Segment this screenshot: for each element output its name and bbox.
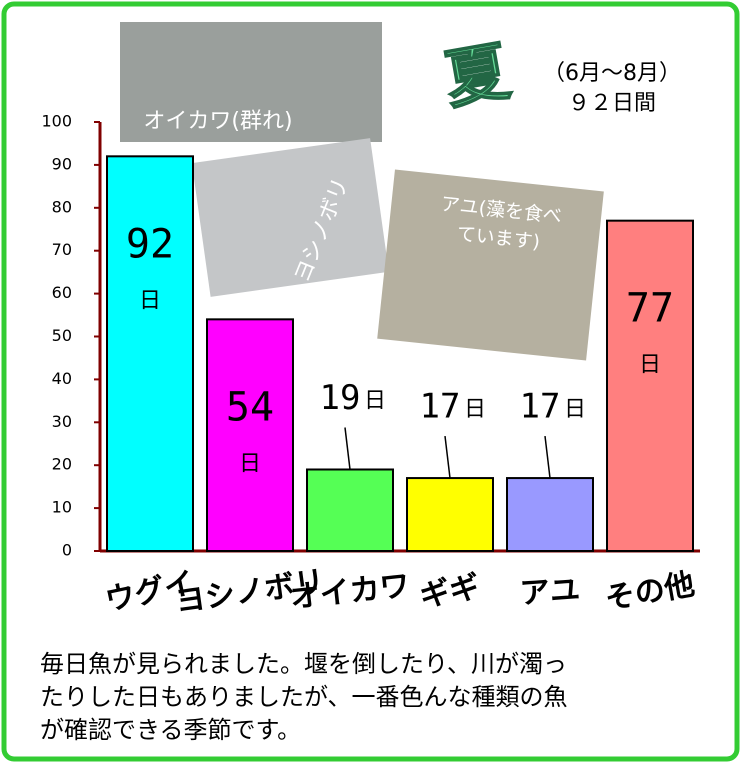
photo-image: [191, 138, 389, 297]
data-label-unit: 日: [464, 397, 486, 422]
y-tick-label: 90: [52, 154, 72, 173]
photo: アユ(藻を食べ ています): [377, 169, 604, 361]
caption-line: が確認できる季節です。: [40, 716, 301, 744]
data-label-unit: 日: [139, 288, 161, 313]
y-tick-label: 20: [52, 455, 72, 474]
data-label-unit: 日: [564, 397, 586, 422]
y-tick-label: 0: [62, 541, 72, 560]
data-label-unit: 日: [239, 451, 261, 476]
bar: [106, 155, 194, 552]
data-label: 92: [126, 221, 174, 267]
season-name: 夏: [439, 34, 516, 118]
leader-line: [344, 427, 351, 470]
bar: [406, 477, 494, 553]
leader-line: [444, 435, 451, 479]
y-tick-label: 10: [52, 498, 72, 517]
bar: [606, 219, 694, 552]
y-tick-label: 80: [52, 197, 72, 216]
y-tick-label: 100: [41, 112, 72, 131]
y-tick-label: 30: [52, 412, 72, 431]
data-label: 19: [320, 378, 361, 418]
photo-label: オイカワ(群れ): [143, 109, 292, 134]
x-tick-label: アユ: [519, 572, 581, 611]
data-label-unit: 日: [639, 353, 661, 378]
photo: ヨシノボリ: [191, 138, 389, 297]
y-tick-label: 40: [52, 369, 72, 388]
data-label: 54: [226, 384, 274, 430]
data-label-unit: 日: [364, 388, 386, 413]
bar: [506, 477, 594, 553]
y-tick-label: 60: [52, 283, 72, 302]
caption-line: たりした日もありましたが、一番色んな種類の魚: [40, 683, 568, 711]
y-tick-label: 50: [52, 326, 72, 345]
data-label: 17: [420, 387, 461, 427]
data-label: 77: [626, 286, 674, 332]
leader-line: [544, 435, 551, 479]
photo-image: [377, 169, 604, 361]
y-tick-label: 70: [52, 240, 72, 259]
photo-image: [120, 22, 382, 142]
photo: オイカワ(群れ): [120, 22, 382, 142]
caption-line: 毎日魚が見られました。堰を倒したり、川が濁っ: [40, 650, 567, 678]
bar: [306, 468, 394, 552]
season-period: （6月～8月）: [543, 61, 681, 86]
data-label: 17: [520, 387, 561, 427]
bar: [206, 318, 294, 552]
season-days: ９２日間: [568, 91, 656, 116]
